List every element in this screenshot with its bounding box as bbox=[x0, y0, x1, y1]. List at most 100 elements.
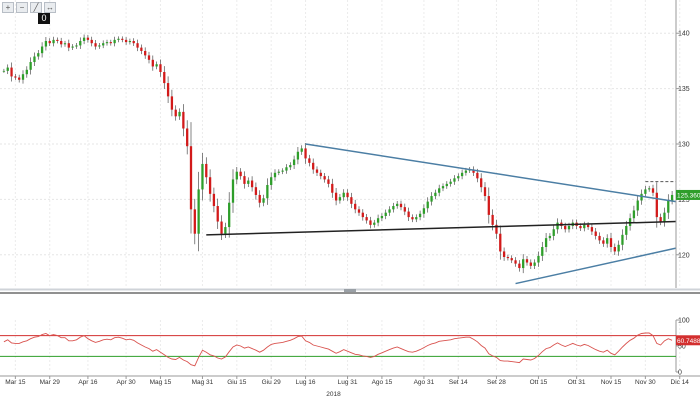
candle-body bbox=[583, 224, 586, 229]
candle-body bbox=[399, 203, 403, 208]
candle-body bbox=[418, 213, 422, 218]
candle-body bbox=[193, 209, 196, 234]
candle-body bbox=[670, 194, 674, 201]
date-tick-label: Ott 31 bbox=[568, 379, 586, 386]
candle-body bbox=[189, 146, 193, 210]
chart-toolbar: + − ╱ ↔ bbox=[2, 2, 56, 13]
candle-body bbox=[487, 196, 490, 215]
trendline-horizontal-support bbox=[206, 220, 677, 236]
candle-body bbox=[331, 183, 334, 193]
candle-body bbox=[29, 62, 32, 70]
zoom-out-icon[interactable]: − bbox=[16, 2, 28, 13]
candle-body bbox=[174, 109, 177, 117]
candle-body bbox=[166, 83, 170, 97]
last-osc-label: 60.7488 bbox=[677, 338, 700, 345]
candle-body bbox=[376, 218, 380, 223]
candle-body bbox=[10, 67, 13, 77]
candle-body bbox=[296, 151, 300, 160]
candle-body bbox=[621, 234, 624, 245]
candle-body bbox=[270, 177, 273, 185]
osc-tick-label: 50 bbox=[678, 344, 686, 351]
candle-body bbox=[663, 212, 666, 222]
candle-body bbox=[18, 77, 21, 80]
candle-body bbox=[434, 192, 437, 197]
candle-body bbox=[659, 217, 662, 222]
candle-body bbox=[522, 259, 525, 269]
price-tick-label: 125 bbox=[678, 197, 690, 204]
candle-body bbox=[430, 196, 433, 202]
candle-body bbox=[548, 235, 552, 239]
date-tick-label: Nov 30 bbox=[635, 379, 656, 386]
candle-body bbox=[617, 244, 620, 252]
candle-body bbox=[590, 227, 594, 232]
date-tick-label: Ott 15 bbox=[530, 379, 548, 386]
candle-body bbox=[266, 184, 269, 199]
candle-body bbox=[586, 224, 590, 228]
candle-body bbox=[396, 203, 399, 207]
candle-body bbox=[609, 238, 613, 248]
date-tick-label: Dic 14 bbox=[671, 379, 690, 386]
candle-body bbox=[147, 55, 151, 60]
candle-body bbox=[483, 187, 487, 197]
candle-body bbox=[518, 263, 521, 269]
candle-body bbox=[224, 227, 227, 234]
candle-body bbox=[453, 178, 456, 182]
candle-body bbox=[63, 43, 67, 45]
candle-body bbox=[514, 260, 517, 264]
candle-body bbox=[529, 262, 532, 266]
candle-body bbox=[300, 148, 303, 152]
candle-body bbox=[338, 197, 342, 201]
candle-body bbox=[90, 39, 93, 44]
candle-body bbox=[37, 53, 40, 57]
candle-body bbox=[476, 172, 479, 179]
candle-body bbox=[346, 192, 349, 198]
candle-body bbox=[2, 70, 6, 72]
date-tick-label: Mag 15 bbox=[150, 379, 172, 386]
candle-body bbox=[140, 47, 143, 51]
candle-body bbox=[144, 50, 147, 56]
candle-body bbox=[308, 158, 311, 163]
measure-icon[interactable]: ↔ bbox=[44, 2, 56, 13]
candle-body bbox=[170, 96, 174, 110]
candle-body bbox=[239, 171, 242, 177]
candle-body bbox=[415, 217, 418, 220]
candle-body bbox=[594, 231, 597, 236]
candle-body bbox=[159, 64, 162, 72]
candle-body bbox=[220, 221, 223, 234]
candle-body bbox=[636, 200, 639, 211]
candle-body bbox=[273, 172, 277, 178]
candle-body bbox=[369, 220, 372, 225]
candle-body bbox=[384, 212, 387, 216]
candle-body bbox=[564, 225, 567, 230]
candle-body bbox=[567, 225, 571, 230]
draw-line-icon[interactable]: ╱ bbox=[30, 2, 42, 13]
candle-body bbox=[262, 198, 265, 203]
price-tick-label: 120 bbox=[678, 252, 690, 259]
candle-body bbox=[33, 56, 36, 63]
candle-body bbox=[312, 162, 315, 170]
last-osc-marker bbox=[676, 335, 700, 346]
candle-body bbox=[632, 210, 636, 219]
candle-body bbox=[250, 180, 254, 188]
alerts-count-badge[interactable]: 0 bbox=[38, 13, 50, 24]
candle-body bbox=[449, 181, 452, 184]
candle-body bbox=[464, 170, 468, 173]
candle-body bbox=[491, 214, 494, 225]
zoom-in-icon[interactable]: + bbox=[2, 2, 14, 13]
candle-body bbox=[407, 211, 410, 218]
candle-body bbox=[292, 159, 296, 166]
candle-body bbox=[533, 262, 536, 266]
candle-body bbox=[357, 209, 361, 213]
candle-body bbox=[98, 45, 101, 47]
candle-body bbox=[94, 43, 97, 47]
candle-body bbox=[613, 247, 616, 252]
candle-body bbox=[281, 170, 284, 172]
candle-body bbox=[667, 200, 670, 213]
date-tick-label: Giu 29 bbox=[262, 379, 282, 386]
panel-resize-handle bbox=[344, 289, 356, 292]
candle-body bbox=[495, 224, 498, 234]
candle-body bbox=[228, 202, 231, 228]
candle-body bbox=[354, 203, 357, 210]
candle-body bbox=[411, 217, 414, 220]
